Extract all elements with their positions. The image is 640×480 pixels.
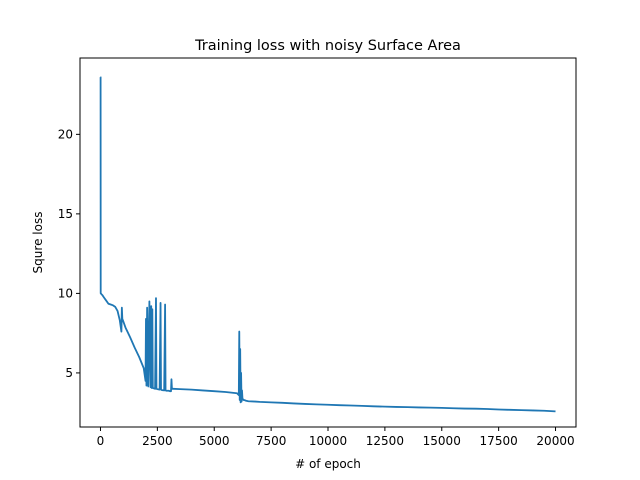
x-tick-label: 17500 [480, 434, 518, 448]
x-tick-label: 20000 [536, 434, 574, 448]
y-tick-label: 10 [58, 286, 73, 300]
y-tick-label: 20 [58, 127, 73, 141]
x-tick-label: 0 [97, 434, 105, 448]
x-tick-label: 10000 [309, 434, 347, 448]
x-tick-label: 7500 [256, 434, 287, 448]
x-tick-label: 2500 [142, 434, 173, 448]
series-line-0 [99, 76, 556, 413]
y-axis-label: Squre loss [31, 212, 45, 274]
y-axis: 5 10 15 20 [58, 127, 80, 380]
x-tick-label: 15000 [423, 434, 461, 448]
plot-area [99, 76, 556, 413]
x-axis-label: # of epoch [295, 457, 361, 471]
x-axis: 0 2500 5000 7500 10000 12500 15000 17500 20000 [97, 427, 575, 448]
y-tick-label: 15 [58, 207, 73, 221]
y-tick-label: 5 [65, 366, 73, 380]
x-tick-label: 5000 [199, 434, 230, 448]
x-tick-label: 12500 [366, 434, 404, 448]
chart-title: Training loss with noisy Surface Area [194, 38, 461, 54]
